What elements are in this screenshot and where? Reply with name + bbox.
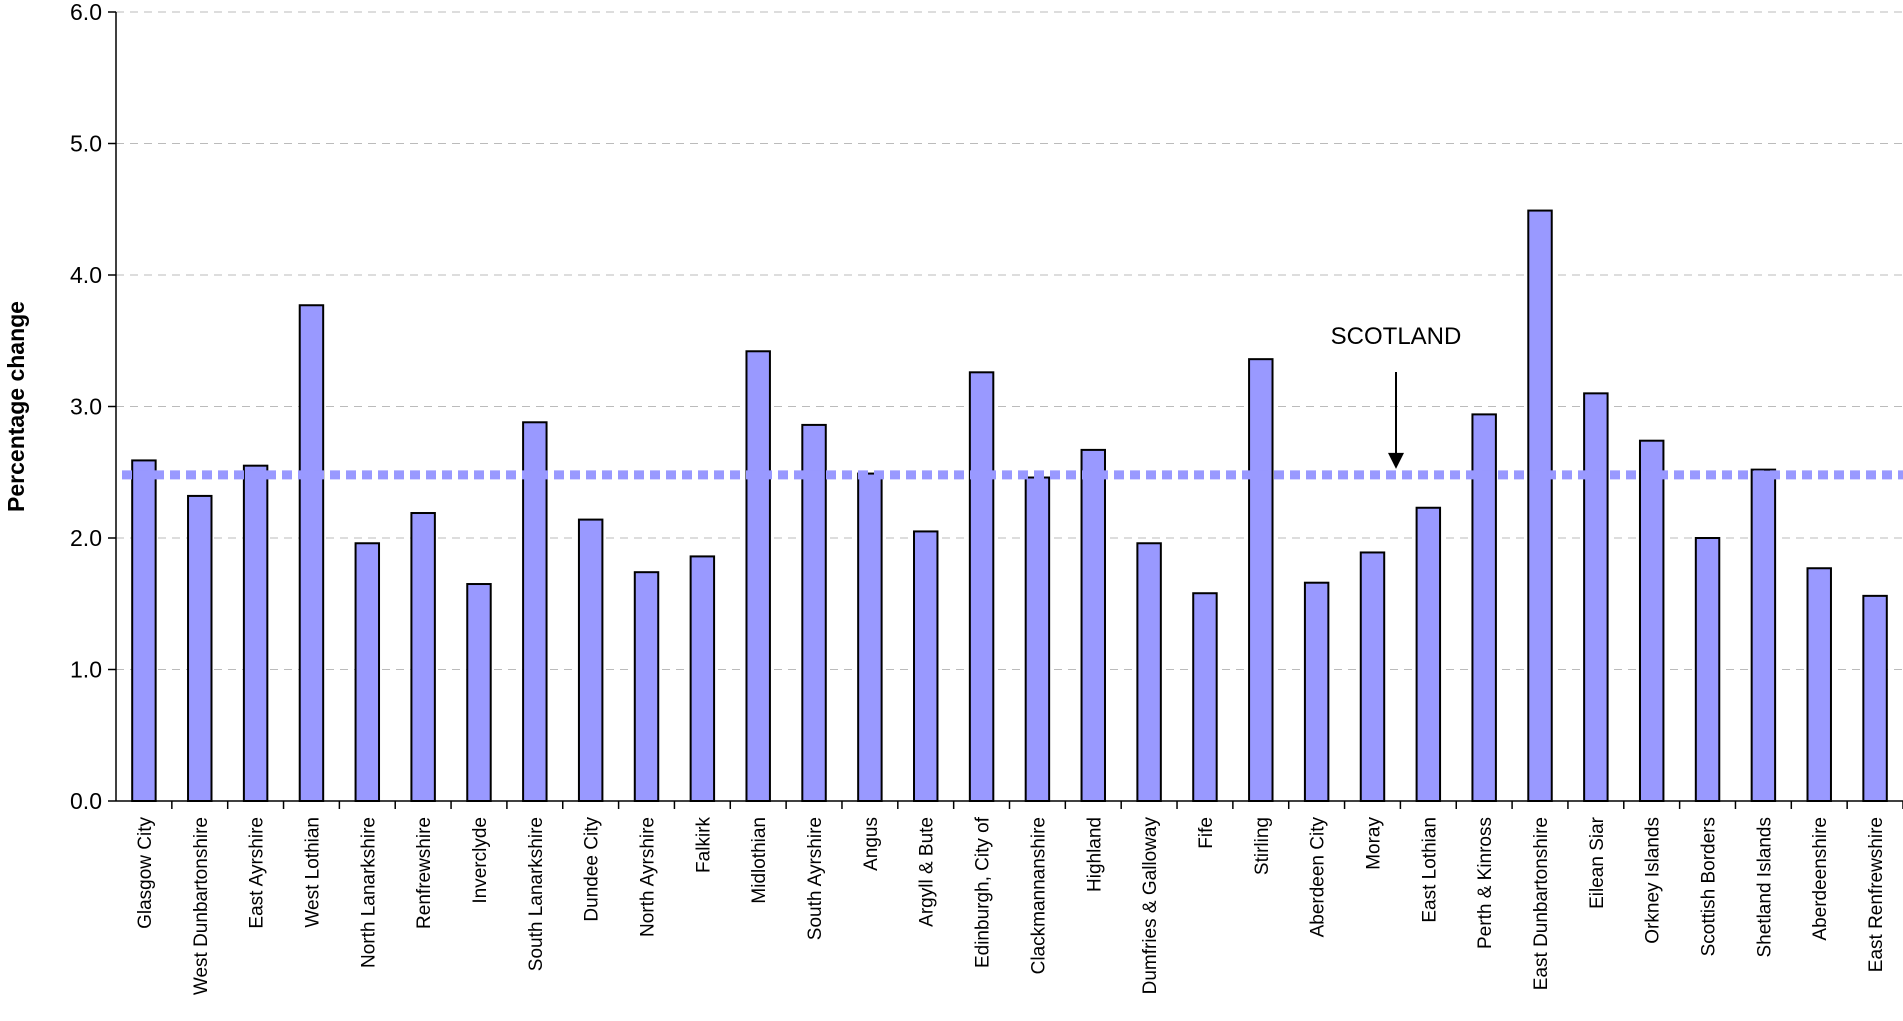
x-tick-label: Falkirk: [693, 817, 714, 873]
x-tick-label: Scottish Borders: [1699, 817, 1720, 956]
bar: [913, 530, 939, 802]
bar: [689, 555, 716, 802]
x-tick-label: Dundee City: [582, 817, 603, 922]
scotland-arrowhead-icon: [1388, 452, 1404, 469]
bar: [1359, 551, 1386, 803]
y-axis-label: Percentage change: [3, 301, 29, 512]
bar: [410, 512, 436, 802]
bars: [131, 209, 1888, 803]
x-tick-label: East Ayrshire: [247, 817, 268, 929]
x-tick-label: Stirling: [1252, 817, 1273, 875]
x-tick-label: East Dunbartonshire: [1531, 817, 1552, 990]
y-tick-label: 2.0: [70, 525, 102, 551]
x-tick-label: Angus: [861, 817, 882, 871]
x-tick-label: Dumfries & Galloway: [1140, 817, 1161, 995]
gridlines: [116, 11, 1903, 670]
bar: [466, 583, 492, 803]
x-tick-label: Perth & Kinross: [1475, 817, 1496, 949]
bar: [633, 571, 660, 802]
x-tick-label: Inverclyde: [470, 817, 491, 904]
bar: [1527, 209, 1553, 802]
x-tick-label: Shetland Islands: [1754, 817, 1775, 958]
y-tick-label: 4.0: [70, 262, 102, 288]
y-tick-label: 0.0: [70, 788, 102, 814]
x-ticks: Glasgow City West Dunbartonshire East Ayrs…: [135, 801, 1903, 995]
x-tick-label: Aberdeenshire: [1810, 817, 1831, 941]
bar: [1192, 592, 1218, 802]
x-tick-label: West Lothian: [302, 817, 323, 928]
x-tick-label: East Renfrewshire: [1866, 817, 1887, 972]
x-tick-label: Moray: [1363, 817, 1384, 870]
bar: [1136, 542, 1162, 802]
y-tick-label: 3.0: [70, 394, 102, 420]
x-tick-label: Edinburgh, City of: [973, 816, 994, 968]
x-tick-label: Clackmannanshire: [1028, 817, 1049, 974]
x-tick-label: Eilean Siar: [1587, 816, 1608, 909]
x-tick-label: East Lothian: [1419, 817, 1440, 923]
x-tick-label: North Lanarkshire: [358, 817, 379, 968]
bar: [857, 472, 883, 802]
bar: [1750, 468, 1777, 802]
bar: [1806, 567, 1832, 802]
y-tick-label: 1.0: [70, 657, 102, 683]
x-tick-label: Highland: [1084, 817, 1105, 892]
x-tick-label: Argyll & Bute: [917, 817, 938, 927]
bar: [577, 518, 604, 803]
x-tick-label: Fife: [1196, 817, 1217, 849]
bar: [1694, 537, 1721, 802]
x-tick-label: Glasgow City: [135, 817, 156, 929]
bar: [187, 494, 213, 802]
bar: [131, 459, 157, 802]
bar: [1862, 594, 1888, 802]
bar: [1248, 358, 1274, 802]
bar: [1024, 476, 1051, 802]
y-tick-label: 5.0: [70, 131, 102, 157]
bar: [801, 423, 827, 802]
scotland-annotation: SCOTLAND: [1331, 323, 1462, 350]
x-tick-label: Orkney Islands: [1643, 817, 1664, 944]
x-tick-label: Midlothian: [749, 817, 770, 904]
bar: [745, 350, 771, 802]
x-tick-label: South Ayrshire: [805, 817, 826, 940]
scotland-reference: SCOTLAND: [122, 323, 1903, 480]
bar: [968, 371, 995, 802]
bar: [1415, 506, 1442, 802]
x-tick-label: Renfrewshire: [414, 817, 435, 929]
bar: [1583, 392, 1609, 802]
bar: [1638, 439, 1665, 802]
x-tick-label: Aberdeen City: [1308, 817, 1329, 938]
bar: [298, 304, 325, 802]
x-tick-label: West Dunbartonshire: [191, 817, 212, 995]
bar: [1303, 581, 1330, 803]
y-tick-label: 6.0: [70, 0, 102, 25]
x-tick-label: South Lanarkshire: [526, 817, 547, 971]
bar: [354, 542, 381, 802]
bar: [1080, 448, 1106, 802]
x-tick-label: North Ayrshire: [638, 817, 659, 937]
y-ticks: 0.0 1.0 2.0 3.0 4.0 5.0 6.0: [70, 0, 116, 814]
bar: [242, 464, 269, 802]
